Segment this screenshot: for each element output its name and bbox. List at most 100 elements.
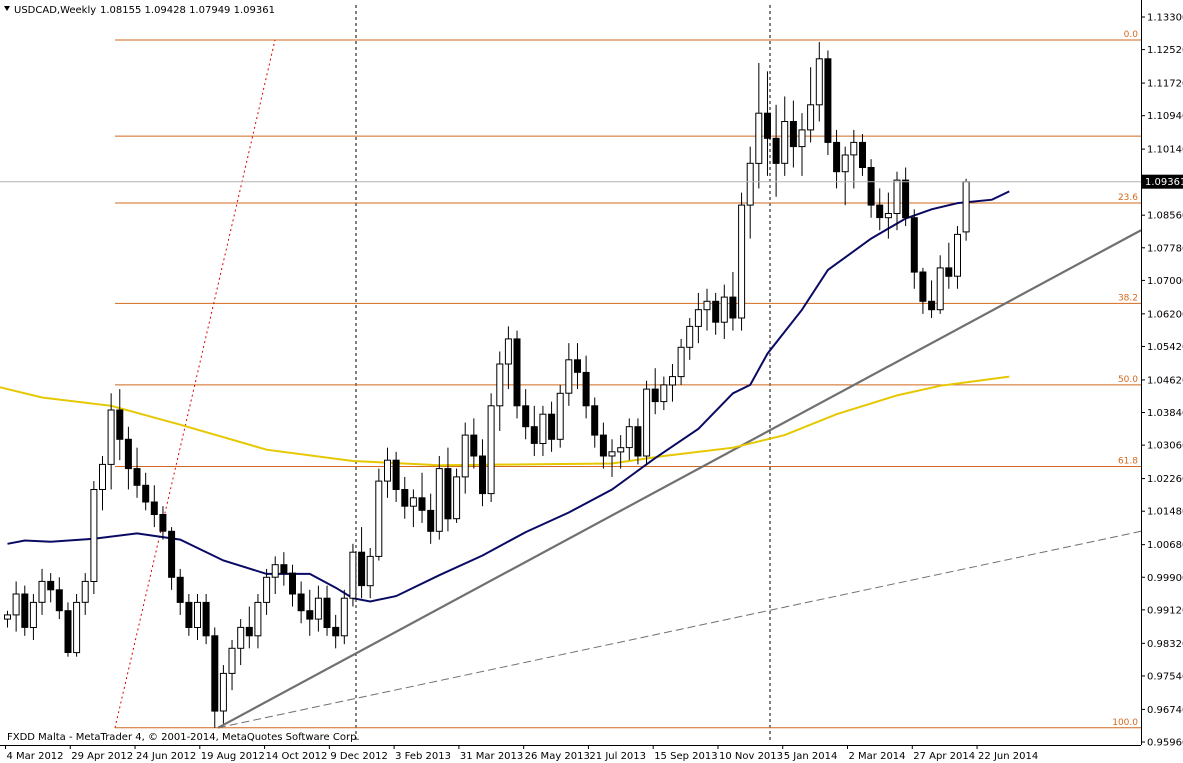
current-price-label: 1.09361: [1145, 177, 1183, 188]
bull-candle: [435, 468, 443, 532]
bear-candle: [150, 501, 158, 515]
bull-candle: [893, 179, 901, 215]
time-tick-label: 4 Mar 2012: [7, 751, 64, 762]
bull-candle: [237, 626, 245, 649]
bear-candle: [522, 405, 530, 428]
bull-candle: [254, 601, 262, 637]
fibo-level-label: 100.0: [1112, 718, 1138, 728]
bear-candle: [245, 626, 253, 637]
price-tick-label: 1.07000: [1147, 276, 1183, 287]
bull-candle: [781, 121, 789, 164]
bull-candle: [539, 413, 547, 445]
time-tick-label: 19 Aug 2012: [201, 751, 265, 762]
bull-candle: [487, 405, 495, 495]
bear-candle: [323, 597, 331, 629]
bear-candle: [919, 271, 927, 302]
bear-candle: [928, 300, 936, 311]
symbol-label: USDCAD,Weekly: [14, 5, 96, 16]
fibo-level-label: 61.8: [1118, 456, 1138, 466]
price-tick-label: 1.10940: [1147, 111, 1183, 122]
bull-candle: [703, 300, 711, 311]
bull-candle: [884, 213, 892, 219]
bull-candle: [677, 346, 685, 378]
candles-layer: [4, 42, 970, 728]
chart-header: USDCAD,Weekly 1.08155 1.09428 1.07949 1.…: [4, 5, 275, 16]
bear-candle: [876, 204, 884, 219]
moving-average-short: [7, 190, 1010, 603]
price-tick-label: 1.11720: [1147, 79, 1183, 90]
fibo-level-label: 0.0: [1124, 30, 1139, 40]
fibonacci-layer: 0.0 23.6 38.2 50.0 61.8 100.0: [114, 30, 1141, 729]
bear-candle: [729, 296, 737, 319]
current-price-layer: 1.09361: [0, 174, 1183, 189]
bull-candle: [349, 551, 357, 599]
bull-candle: [608, 451, 616, 457]
fibo-level-label: 23.6: [1118, 193, 1138, 203]
bear-candle: [124, 438, 132, 470]
bear-candle: [47, 580, 55, 591]
bear-candle: [185, 601, 193, 629]
bear-candle: [332, 626, 340, 637]
bull-candle: [314, 597, 322, 620]
bull-candle: [384, 459, 391, 482]
bull-candle: [720, 296, 728, 323]
bull-candle: [340, 597, 348, 637]
bear-candle: [634, 426, 642, 457]
bear-candle: [392, 459, 400, 491]
bear-candle: [651, 388, 659, 403]
bear-candle: [280, 564, 288, 574]
bear-candle: [64, 610, 72, 654]
time-tick-label: 21 Jul 2013: [589, 751, 646, 762]
bull-candle: [4, 614, 11, 620]
bull-candle: [625, 426, 633, 449]
bull-candle: [660, 384, 668, 403]
bear-candle: [582, 371, 590, 407]
bear-candle: [55, 589, 63, 612]
bear-candle: [859, 141, 866, 168]
dropdown-triangle-icon[interactable]: [4, 6, 10, 11]
current-price-box: [1142, 174, 1183, 189]
bull-candle: [375, 480, 383, 557]
bull-candle: [798, 129, 806, 148]
bear-candle: [530, 426, 538, 444]
support-trendline: [217, 229, 1142, 729]
bear-candle: [358, 551, 366, 587]
price-tick-label: 1.08560: [1147, 211, 1183, 222]
bull-candle: [738, 204, 746, 319]
moving-average-layer: [0, 190, 1010, 603]
bull-candle: [807, 104, 815, 131]
time-tick-label: 3 Feb 2013: [395, 751, 451, 762]
bear-candle: [21, 593, 29, 628]
bull-candle: [38, 580, 46, 603]
bear-candle: [789, 121, 797, 148]
bear-candle: [574, 359, 581, 373]
bear-candle: [833, 141, 841, 173]
bear-candle: [159, 514, 167, 532]
bear-candle: [116, 409, 124, 440]
bull-candle: [850, 141, 858, 156]
bull-candle: [954, 233, 961, 277]
bear-candle: [418, 497, 426, 511]
bull-candle: [107, 409, 115, 465]
bear-candle: [202, 601, 210, 637]
time-tick-label: 29 Apr 2012: [71, 751, 133, 762]
bear-candle: [142, 484, 150, 503]
bear-candle: [168, 530, 176, 578]
bull-candle: [366, 555, 374, 587]
bear-candle: [289, 572, 296, 595]
bull-candle: [461, 434, 469, 478]
bear-candle: [133, 468, 141, 486]
moving-average-long: [0, 375, 1010, 467]
bear-candle: [297, 593, 305, 612]
bear-candle: [945, 267, 953, 277]
bear-candle: [824, 58, 832, 143]
bull-candle: [496, 363, 504, 407]
bull-candle: [12, 593, 20, 616]
price-tick-label: 1.05420: [1147, 342, 1183, 353]
bear-candle: [479, 455, 486, 495]
